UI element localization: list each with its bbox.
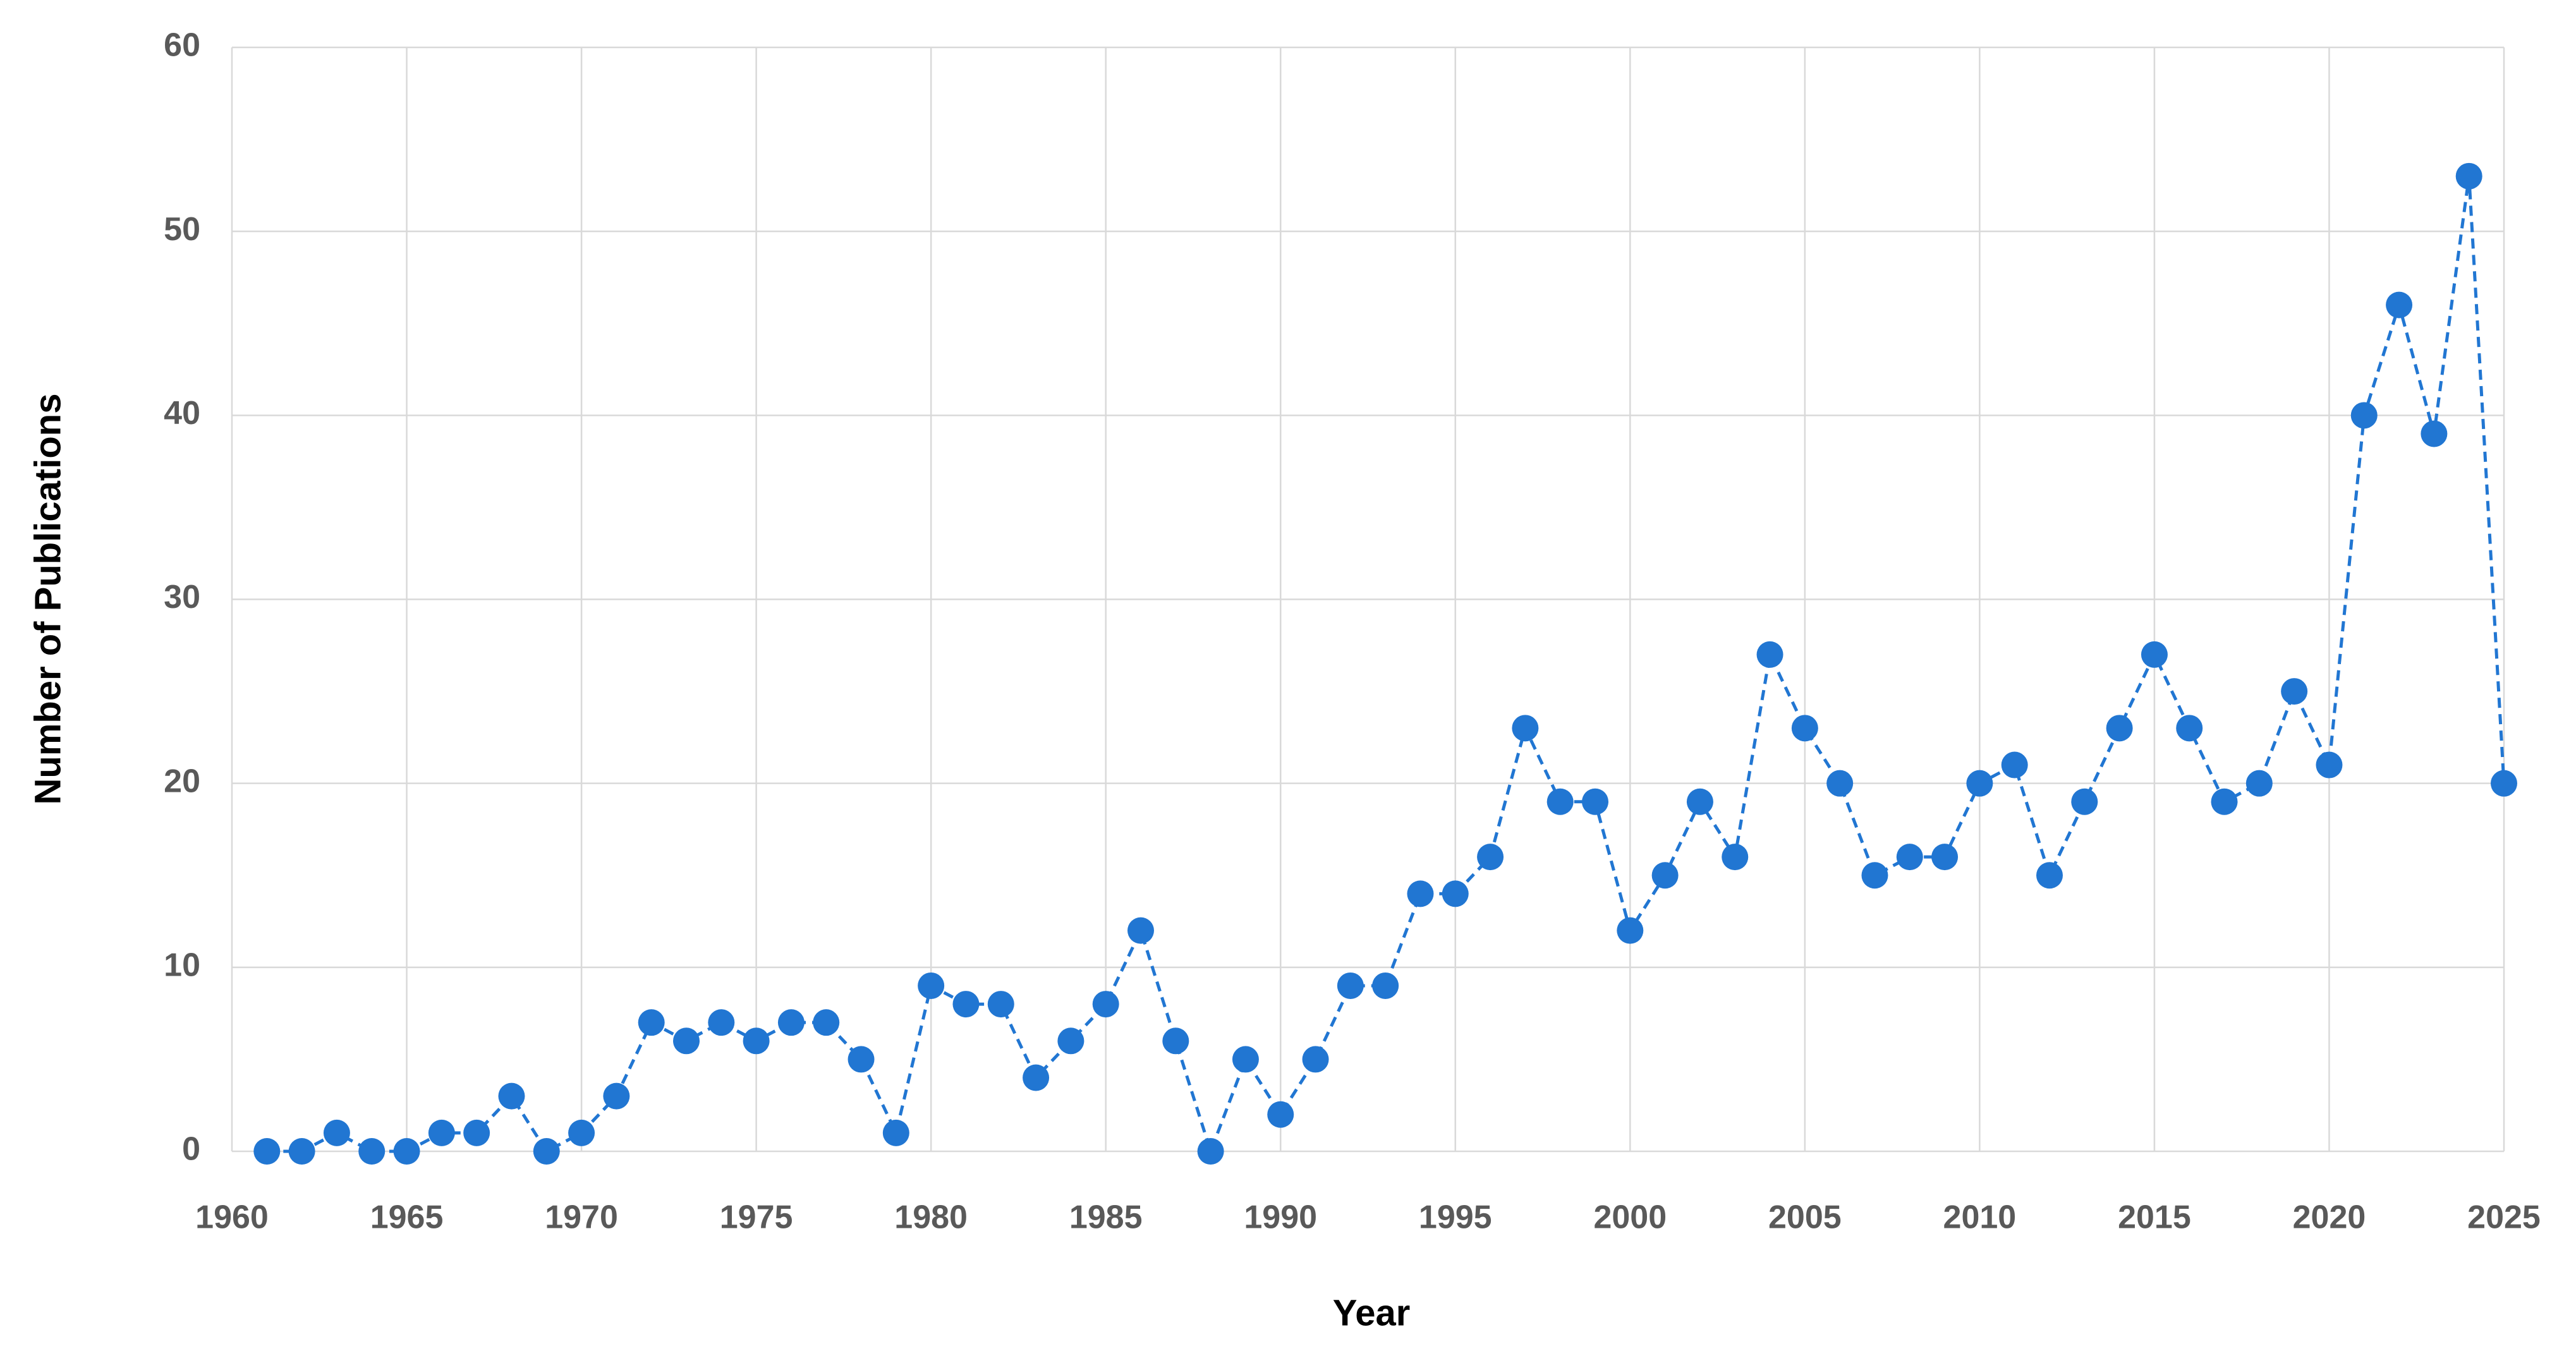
x-tick-label: 1985 [1069, 1199, 1143, 1236]
data-point [1302, 1046, 1329, 1073]
x-tick-label: 1965 [370, 1199, 444, 1236]
x-tick-label: 1995 [1419, 1199, 1492, 1236]
data-point [1546, 788, 1574, 815]
data-point [2281, 678, 2308, 705]
data-point [358, 1138, 386, 1165]
data-point [1477, 844, 1504, 871]
x-tick-label: 2020 [2293, 1199, 2366, 1236]
data-point [2141, 641, 2168, 668]
data-point [428, 1119, 455, 1146]
data-point [568, 1119, 595, 1146]
y-tick-label: 0 [182, 1131, 200, 1168]
y-tick-label: 40 [164, 395, 200, 432]
y-tick-label: 30 [164, 579, 200, 615]
x-tick-label: 1990 [1244, 1199, 1317, 1236]
data-point [1582, 788, 1608, 815]
data-point [1127, 917, 1154, 944]
data-point [288, 1138, 315, 1165]
data-point [533, 1138, 560, 1165]
data-point [2001, 751, 2028, 778]
x-tick-label: 1970 [545, 1199, 618, 1236]
data-point [1267, 1101, 1294, 1128]
data-point [2106, 715, 2133, 742]
y-tick-label: 60 [164, 27, 200, 64]
x-tick-label: 1980 [894, 1199, 968, 1236]
data-point [393, 1138, 420, 1165]
data-point [813, 1009, 840, 1036]
data-point [638, 1009, 665, 1036]
data-point [1407, 880, 1434, 907]
data-point [1931, 844, 1959, 871]
data-point [1337, 972, 1364, 999]
data-point [1442, 880, 1469, 907]
data-point [1861, 862, 1888, 889]
x-tick-label: 2010 [1943, 1199, 2017, 1236]
data-point [1162, 1027, 1189, 1055]
data-point [603, 1082, 630, 1110]
data-point [2071, 788, 2098, 815]
data-point [323, 1119, 350, 1146]
data-point [673, 1027, 700, 1055]
data-point [2350, 402, 2378, 429]
data-point [1092, 991, 1119, 1018]
data-point [1756, 641, 1783, 668]
data-point [1722, 844, 1749, 871]
x-axis-title: Year [1333, 1292, 1411, 1333]
data-point [952, 991, 980, 1018]
data-point [2316, 751, 2343, 778]
x-tick-label: 2015 [2118, 1199, 2191, 1236]
x-tick-label: 1975 [720, 1199, 793, 1236]
x-tick-label: 2005 [1768, 1199, 1842, 1236]
data-point [743, 1027, 770, 1055]
data-point [1791, 715, 1818, 742]
data-point [1686, 788, 1713, 815]
x-tick-label: 1960 [195, 1199, 269, 1236]
data-point [463, 1119, 490, 1146]
data-point [987, 991, 1014, 1018]
data-point [1617, 917, 1644, 944]
data-point [1896, 844, 1923, 871]
x-tick-label: 2000 [1593, 1199, 1667, 1236]
y-tick-label: 10 [164, 947, 200, 984]
data-point [1232, 1046, 1259, 1073]
x-tick-label: 2025 [2467, 1199, 2541, 1236]
data-line [267, 176, 2506, 1156]
data-point [918, 972, 945, 999]
data-point [2245, 770, 2273, 797]
data-point [2421, 420, 2448, 447]
data-point [1372, 972, 1399, 999]
data-point [708, 1009, 735, 1036]
data-point [1512, 715, 1539, 742]
y-tick-label: 50 [164, 211, 200, 248]
data-point [777, 1009, 805, 1036]
data-point [2386, 291, 2413, 318]
data-point [2491, 770, 2517, 797]
data-point [1966, 770, 1993, 797]
data-point [848, 1046, 875, 1073]
data-point [2176, 715, 2203, 742]
data-point [253, 1138, 281, 1165]
data-point [1651, 862, 1679, 889]
data-point [498, 1082, 525, 1110]
data-point [1023, 1064, 1050, 1091]
data-point [2455, 162, 2482, 190]
data-point [882, 1119, 909, 1146]
y-axis-title: Number of Publications [27, 394, 68, 805]
data-point [2211, 788, 2238, 815]
data-point [1057, 1027, 1084, 1055]
y-tick-label: 20 [164, 763, 200, 799]
data-point [1197, 1138, 1224, 1165]
data-point [2036, 862, 2063, 889]
data-point [1826, 770, 1854, 797]
